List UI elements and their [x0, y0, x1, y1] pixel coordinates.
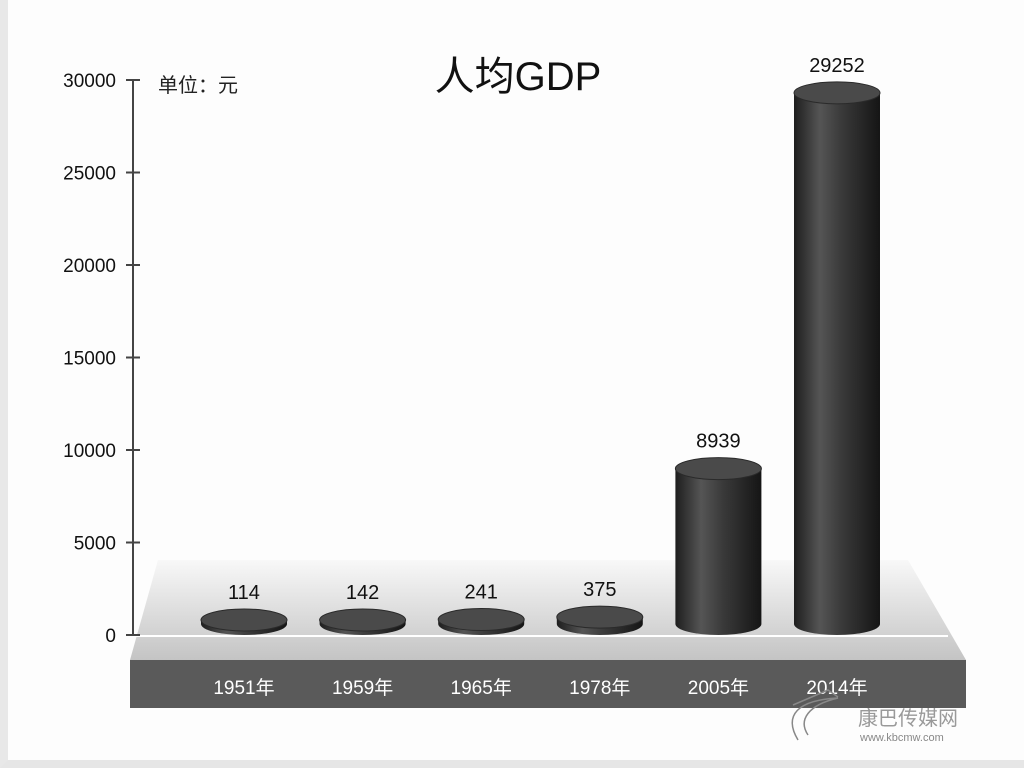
x-tick-label: 1965年	[451, 677, 512, 699]
x-tick-label: 1959年	[332, 677, 393, 699]
bar: 8939	[674, 431, 762, 636]
bar-top	[793, 81, 881, 105]
data-label: 114	[228, 582, 260, 604]
bar: 114	[200, 582, 288, 635]
data-label: 142	[346, 582, 379, 604]
bar: 241	[437, 582, 525, 636]
bar: 375	[556, 579, 644, 636]
y-tick-label: 0	[105, 626, 116, 647]
x-tick-label: 1978年	[569, 677, 630, 699]
bar-body	[675, 468, 762, 636]
data-label: 375	[583, 579, 616, 601]
bar-top	[674, 457, 762, 481]
y-tick-label: 20000	[63, 256, 116, 277]
watermark: 康巴传媒网 www.kbcmw.com	[791, 689, 958, 744]
bar: 142	[319, 582, 407, 635]
watermark-text: 康巴传媒网	[858, 707, 958, 730]
category-band	[130, 660, 966, 708]
chart-title: 人均GDP	[435, 55, 602, 99]
data-label: 241	[465, 582, 498, 604]
unit-label: 单位：元	[158, 74, 238, 97]
bar: 29252	[793, 55, 881, 635]
data-label: 29252	[809, 55, 865, 77]
bar-chart: 0 5000 10000 15000 20000 25000 30000 114 142 241…	[63, 55, 966, 744]
y-tick-label: 5000	[74, 534, 116, 555]
watermark-url: www.kbcmw.com	[859, 732, 944, 744]
y-tick-label: 30000	[63, 71, 116, 92]
bar-top	[319, 608, 407, 632]
x-tick-label: 1951年	[213, 677, 274, 699]
y-tick-label: 15000	[63, 349, 116, 370]
bar-top	[437, 608, 525, 632]
y-tick-label: 25000	[63, 164, 116, 185]
bar-top	[556, 605, 644, 629]
bar-body	[794, 92, 880, 635]
y-tick-label: 10000	[63, 441, 116, 462]
data-label: 8939	[696, 431, 741, 453]
watermark-logo-icon	[791, 689, 839, 741]
bar-top	[200, 608, 288, 632]
x-tick-label: 2005年	[688, 677, 749, 699]
